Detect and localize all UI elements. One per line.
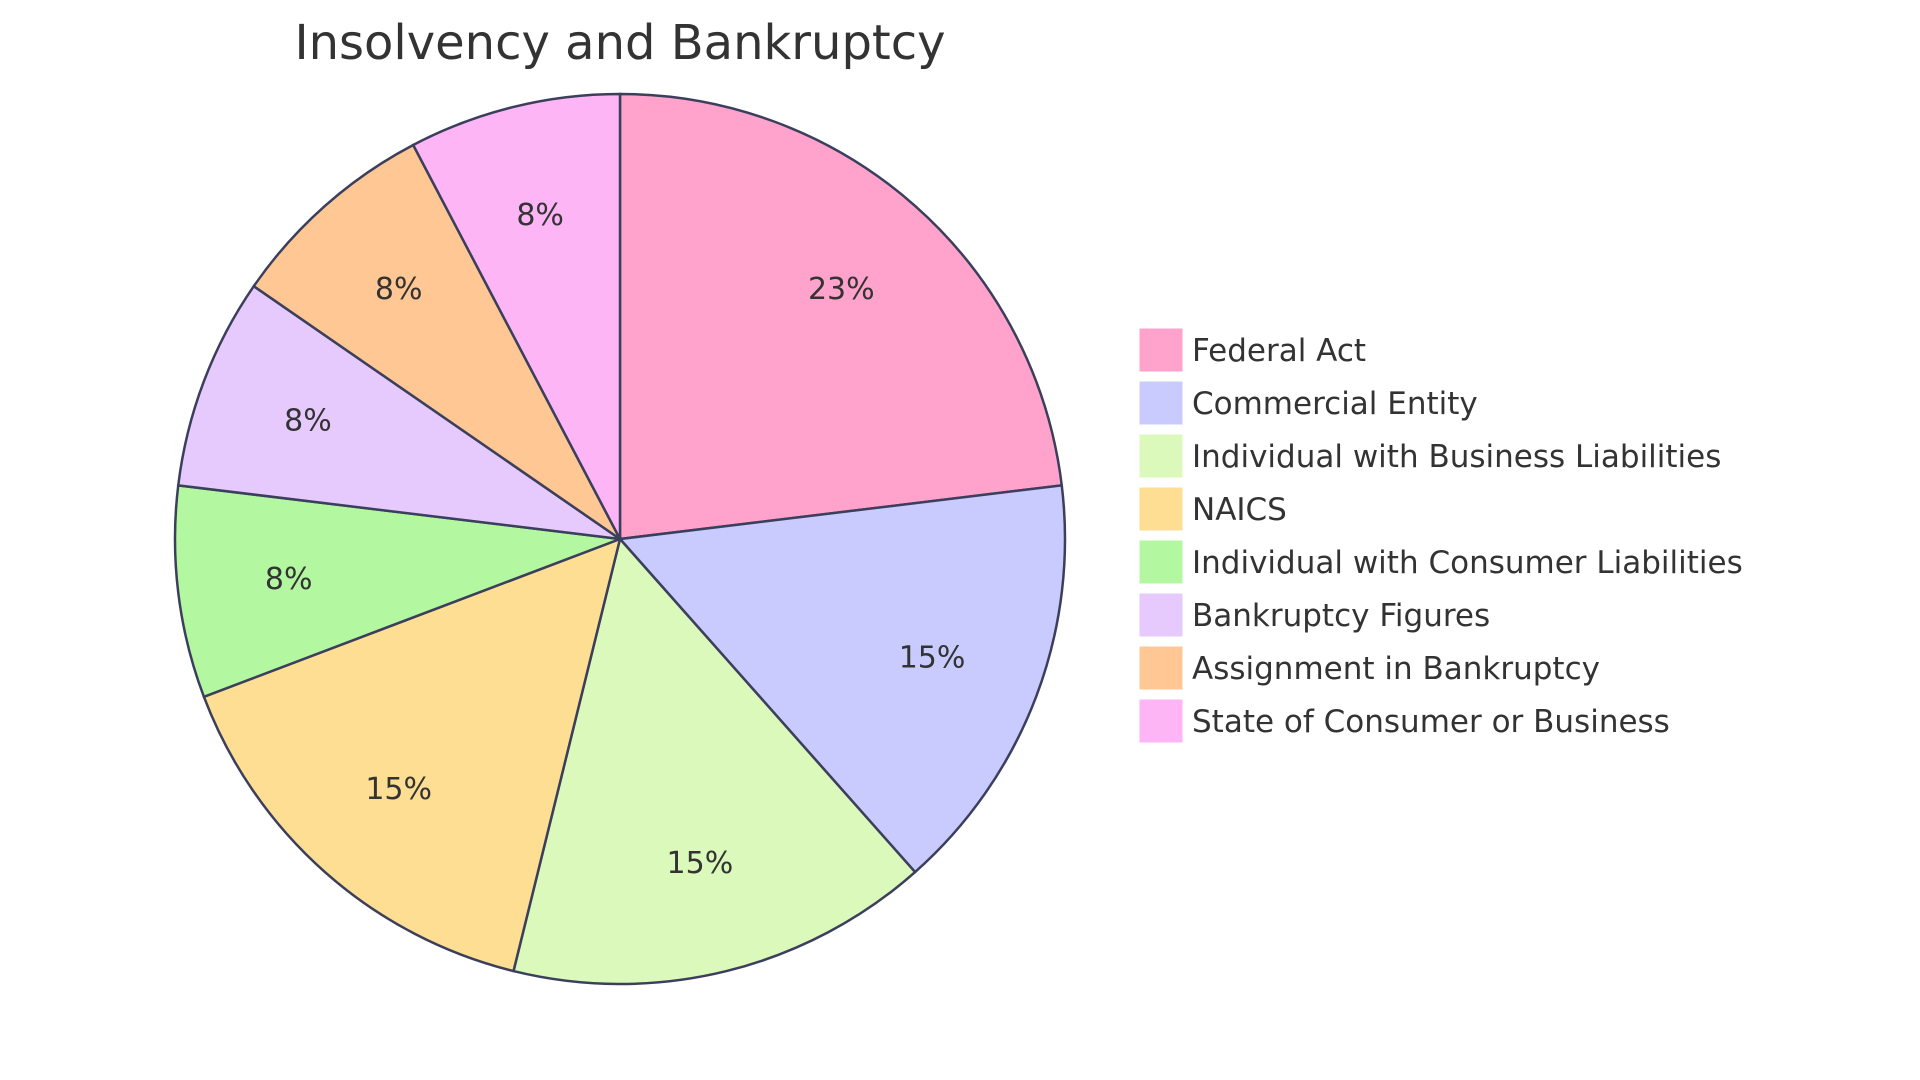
pie-slice [617,483,1067,874]
legend-swatch [1138,539,1184,585]
legend-swatch [1138,486,1184,532]
slice-percent-label: 15% [899,640,966,675]
legend-label: Individual with Consumer Liabilities [1192,545,1743,581]
legend-label: Assignment in Bankruptcy [1192,651,1600,687]
pie-slice [173,483,621,699]
pie-slices [173,92,1067,986]
pie-slice [511,536,917,986]
legend-swatch [1138,698,1184,744]
pie-slice [252,143,622,541]
legend-swatch [1138,592,1184,638]
legend-label: Individual with Business Liabilities [1192,439,1721,475]
legend-label: Commercial Entity [1192,386,1478,422]
pie-slice [411,92,622,540]
pie-slice [618,92,1064,541]
chart-title: Insolvency and Bankruptcy [294,15,945,71]
legend: Federal Act Commercial Entity Individual w… [1138,327,1743,744]
legend-swatch [1138,380,1184,426]
slice-percent-label: 23% [808,272,875,307]
legend-label: Federal Act [1192,333,1366,369]
pie-labels: 23% 15% 15% 15% 8% 8% 8% 8% [265,198,966,881]
slice-percent-label: 15% [365,772,432,807]
pie-slice [202,536,622,973]
legend-label: State of Consumer or Business [1192,704,1670,740]
slice-percent-label: 15% [667,846,734,881]
legend-swatch [1138,327,1184,373]
slice-percent-label: 8% [375,272,423,307]
slice-percent-label: 8% [265,562,313,597]
legend-label: NAICS [1192,492,1287,528]
pie-slice [176,284,621,541]
legend-swatch [1138,433,1184,479]
slice-percent-label: 8% [516,198,564,233]
legend-swatch [1138,645,1184,691]
slice-percent-label: 8% [284,404,332,439]
legend-label: Bankruptcy Figures [1192,598,1490,634]
